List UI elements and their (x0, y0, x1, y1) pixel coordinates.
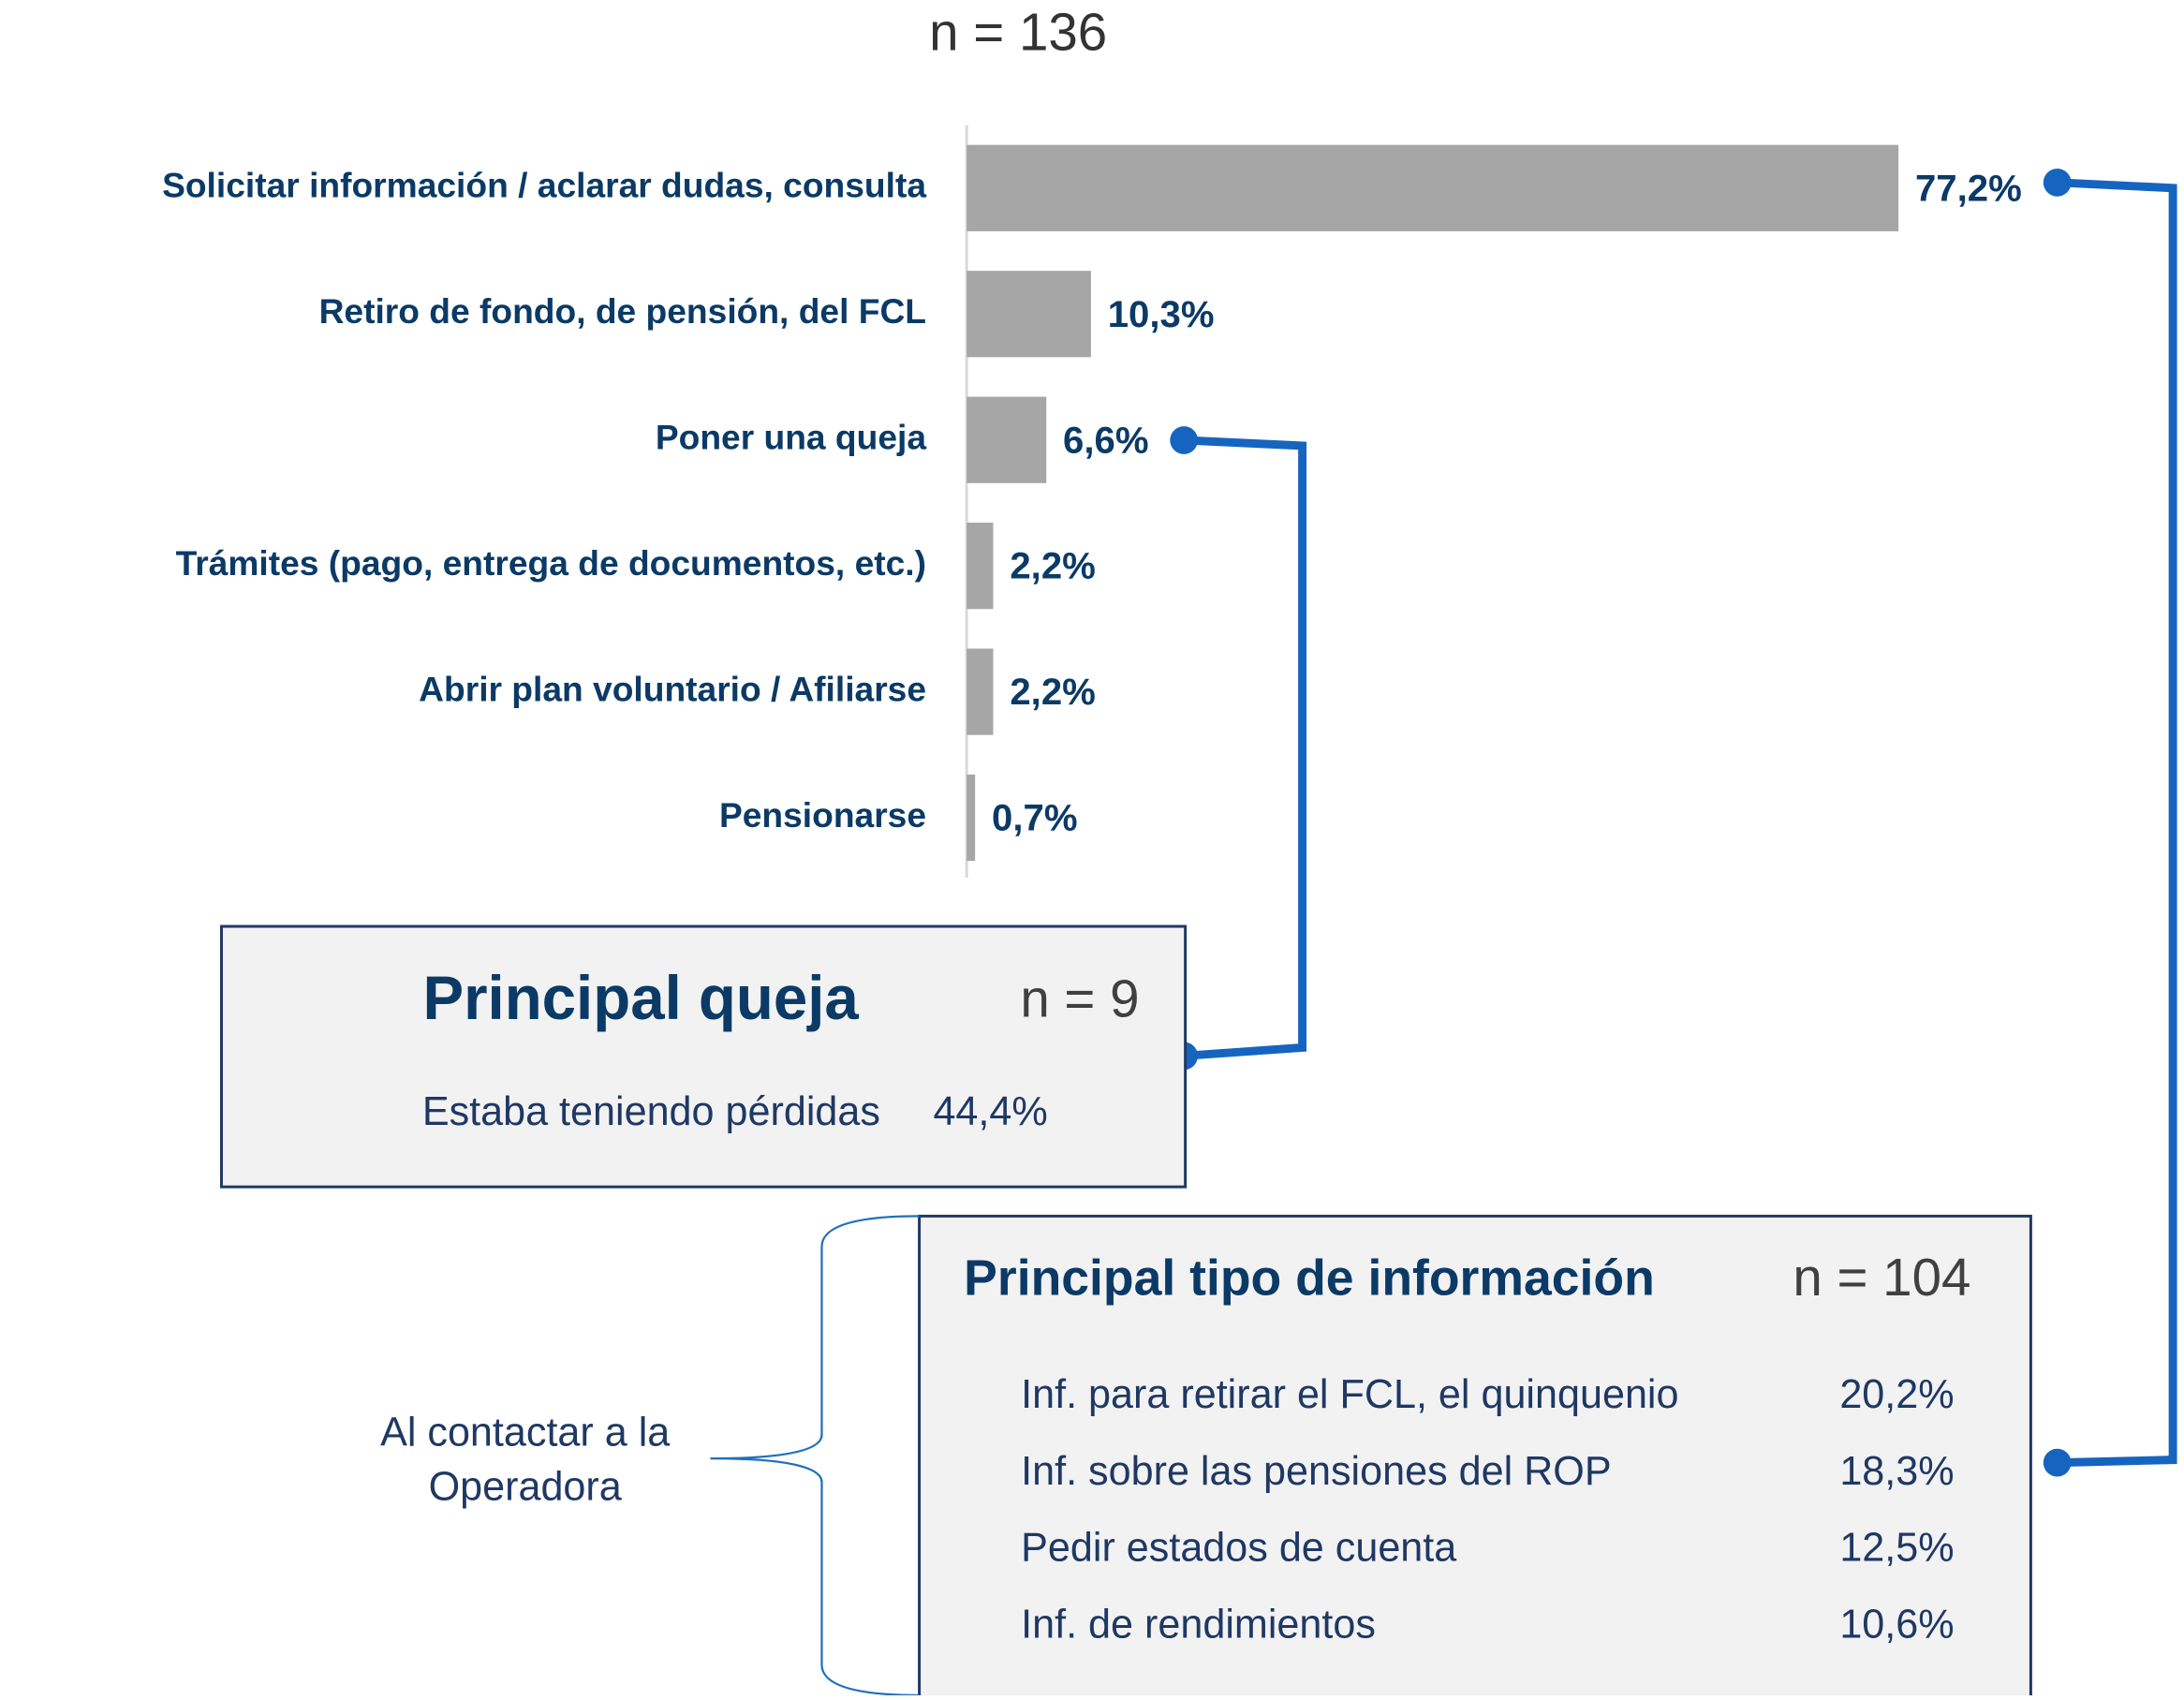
info-row-label: Pedir estados de cuenta (1021, 1526, 1456, 1571)
bar (967, 144, 1899, 231)
category-label: Retiro de fondo, de pensión, del FCL (319, 291, 926, 331)
queja-box (219, 924, 1188, 1189)
brace (710, 1215, 920, 1697)
category-label: Pensionarse (719, 795, 926, 835)
info-row-value: 20,2% (1839, 1372, 1954, 1417)
brace-note: Operadora (429, 1464, 622, 1509)
value-label: 0,7% (992, 797, 1077, 839)
bar (967, 648, 994, 735)
info-row-label: Inf. para retirar el FCL, el quinquenio (1021, 1372, 1678, 1417)
info-title: Principal tipo de información (964, 1250, 1655, 1306)
queja-row-value: 44,4% (933, 1089, 1047, 1134)
queja-row-label: Estaba teniendo pérdidas (422, 1089, 880, 1134)
info-row-label: Inf. de rendimientos (1021, 1603, 1376, 1648)
bar (967, 271, 1091, 358)
bar (967, 396, 1047, 483)
category-label: Trámites (pago, entrega de documentos, e… (176, 543, 926, 583)
value-label: 77,2% (1915, 167, 2022, 209)
connector-dot (2043, 1448, 2072, 1477)
value-label: 10,3% (1108, 293, 1215, 335)
info-row-value: 18,3% (1839, 1449, 1954, 1494)
queja-n: n = 9 (1020, 969, 1139, 1028)
connector-dot (1170, 426, 1199, 454)
brace-note: Al contactar a la (380, 1410, 670, 1455)
info-n: n = 104 (1793, 1248, 1970, 1307)
bar (967, 774, 976, 862)
value-label: 2,2% (1010, 545, 1095, 587)
info-row-label: Inf. sobre las pensiones del ROP (1021, 1449, 1611, 1494)
connector (1183, 436, 1307, 1060)
info-box (918, 1214, 2032, 1700)
connector (2057, 178, 2177, 1468)
connector-dot (2043, 168, 2072, 197)
category-label: Poner una queja (656, 418, 926, 457)
value-label: 6,6% (1063, 419, 1149, 461)
subtitle: n = 136 (929, 3, 1107, 62)
value-label: 2,2% (1010, 671, 1095, 713)
category-label: Solicitar información / aclarar dudas, c… (162, 166, 926, 205)
category-label: Abrir plan voluntario / Afiliarse (419, 669, 926, 708)
info-row-value: 12,5% (1839, 1526, 1954, 1571)
info-row-value: 10,6% (1839, 1603, 1954, 1648)
bar (967, 523, 994, 610)
queja-title: Principal queja (422, 964, 859, 1032)
